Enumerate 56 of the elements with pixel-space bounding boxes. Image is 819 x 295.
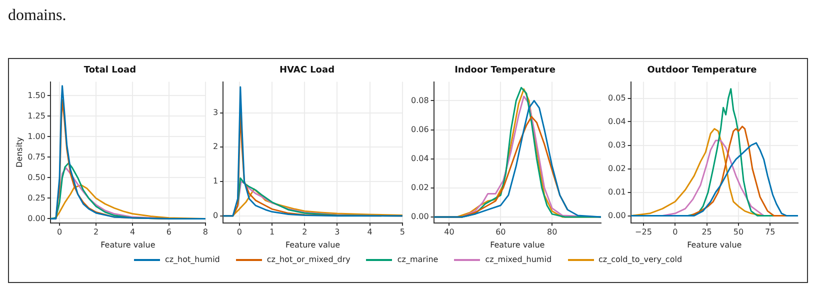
x-tick-label: 75 (765, 228, 776, 237)
x-tick-label: 40 (444, 228, 454, 237)
x-tick-label: 0 (672, 228, 678, 237)
legend-label: cz_mixed_humid (485, 255, 552, 264)
y-tick-label: 0.00 (410, 212, 429, 222)
y-tick-label: 0.00 (608, 210, 626, 220)
y-tick-label: 1.25 (27, 111, 46, 120)
y-tick-label: 0.00 (27, 214, 46, 223)
x-tick-label: 2 (302, 228, 308, 237)
x-tick-label: 6 (166, 228, 172, 237)
chart-title: HVAC Load (280, 66, 335, 76)
y-tick-label: 0.01 (608, 187, 626, 196)
x-tick-label: 8 (202, 228, 208, 237)
x-axis-title: Feature value (286, 240, 340, 250)
y-tick-label: 0.06 (410, 124, 429, 134)
chart-title: Outdoor Temperature (648, 66, 757, 76)
x-tick-label: 4 (368, 228, 373, 237)
x-tick-label: 1 (270, 228, 275, 237)
y-tick-label: 2 (213, 142, 218, 152)
legend-label: cz_marine (397, 255, 438, 264)
x-tick-label: 2 (93, 228, 98, 237)
y-tick-label: 0.25 (27, 193, 46, 202)
y-tick-label: 1 (213, 176, 218, 186)
text: domains. (8, 7, 68, 24)
y-tick-label: 0.50 (27, 172, 46, 182)
y-tick-label: 0.02 (410, 182, 429, 192)
legend-label: cz_hot_humid (164, 255, 220, 264)
x-tick-label: 3 (334, 228, 340, 237)
x-tick-label: 80 (546, 228, 557, 237)
x-tick-label: 50 (734, 228, 744, 237)
y-tick-label: 0.04 (608, 116, 626, 126)
x-tick-label: 0 (237, 228, 242, 237)
y-tick-label: 1.50 (27, 90, 46, 100)
y-tick-label: 0 (213, 211, 218, 220)
x-tick-label: 4 (130, 228, 135, 237)
y-tick-label: 0.05 (608, 93, 626, 102)
y-tick-label: 0.04 (410, 154, 429, 163)
chart-title: Total Load (84, 66, 136, 76)
x-tick-label: 0 (56, 228, 62, 237)
chart-title: Indoor Temperature (454, 66, 556, 76)
y-tick-label: 0.75 (27, 152, 46, 162)
x-axis-title: Feature value (687, 240, 742, 250)
y-axis-title: Density (14, 136, 24, 168)
x-tick-label: 5 (400, 228, 406, 237)
x-tick-label: −25 (635, 228, 652, 237)
y-tick-label: 0.08 (410, 96, 429, 105)
x-axis-title: Feature value (490, 240, 545, 250)
y-tick-label: 0.02 (608, 164, 626, 173)
y-tick-label: 0.03 (608, 140, 626, 150)
legend-label: cz_cold_to_very_cold (598, 255, 682, 264)
x-tick-label: 60 (495, 228, 506, 237)
x-tick-label: 25 (702, 228, 712, 237)
x-axis-title: Feature value (100, 240, 156, 250)
legend-label: cz_hot_or_mixed_dry (266, 255, 350, 264)
y-tick-label: 3 (213, 108, 218, 117)
y-tick-label: 1.00 (27, 132, 46, 141)
